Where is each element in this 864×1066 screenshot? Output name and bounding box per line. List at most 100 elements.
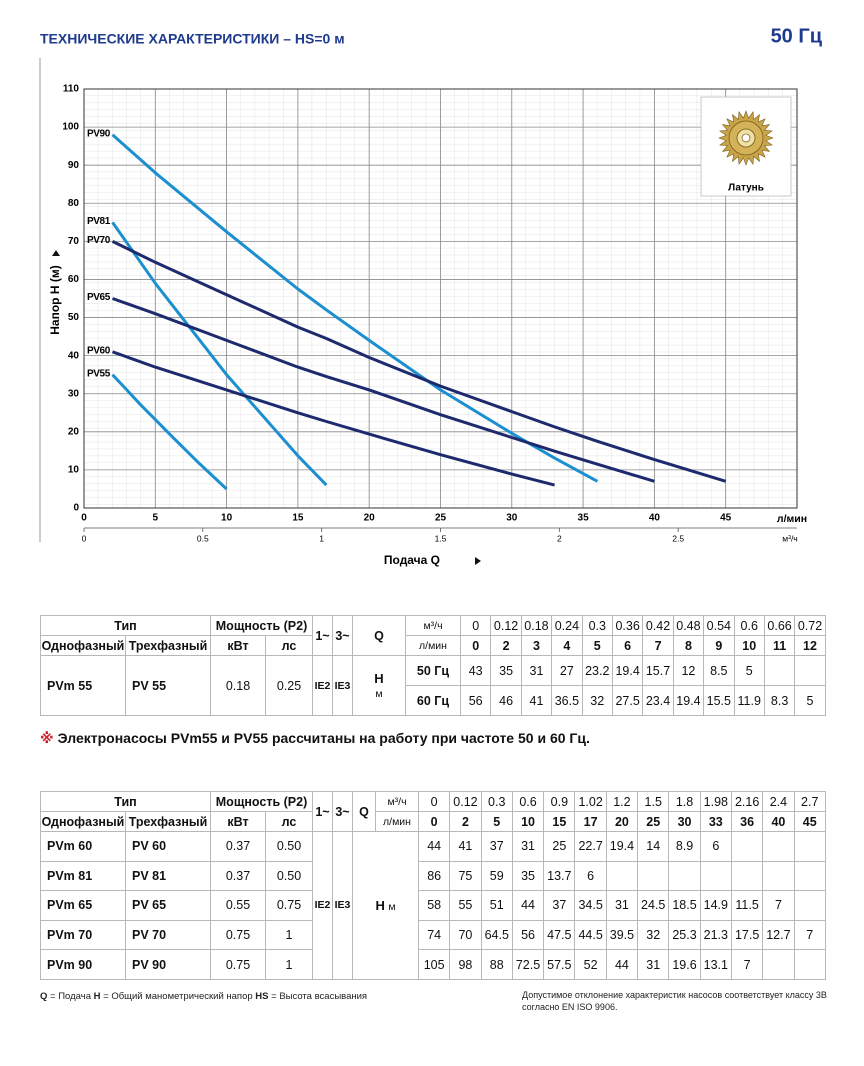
flow-lmin: 9 (703, 635, 735, 656)
head-value: 46 (490, 685, 522, 716)
head-value: 25 (543, 831, 576, 862)
head-value: 32 (581, 685, 613, 716)
head-value: 41 (520, 685, 553, 716)
model-single-phase: PVm 65 (40, 890, 126, 921)
head-value (762, 949, 795, 980)
single-phase-header: Однофазный (40, 811, 126, 832)
y-tick-label: 60 (68, 274, 80, 285)
head-value: 31 (637, 949, 670, 980)
frequency: 50 Гц (405, 655, 461, 686)
curve (111, 373, 228, 491)
hp-header: лс (265, 635, 313, 656)
type-header: Тип (40, 791, 211, 812)
x-tick-label: 5 (153, 513, 159, 524)
x-tick-label: 45 (720, 513, 732, 524)
head-value: 27 (551, 655, 583, 686)
head-value: 5 (733, 655, 765, 686)
flow-lmin: 7 (642, 635, 674, 656)
power-hp: 1 (265, 919, 313, 951)
head-value (763, 655, 796, 686)
power-kw: 0.55 (210, 890, 266, 921)
flow-m3h: 0.6 (511, 791, 545, 812)
abbreviation-text: = Общий манометрический напор (103, 991, 253, 1002)
flow-lmin: 5 (581, 635, 613, 656)
flow-lmin: 5 (480, 811, 513, 832)
head-value: 36.5 (551, 685, 583, 716)
y-tick-label: 50 (68, 312, 80, 323)
flow-lmin: 20 (605, 811, 639, 832)
head-value (793, 890, 826, 921)
head-value: 15.5 (703, 685, 735, 716)
curve-label: PV81 (87, 216, 111, 227)
head-value: 31 (605, 890, 639, 921)
head-unit: м (388, 900, 396, 913)
head-value: 44 (511, 890, 545, 921)
model-single-phase: PVm 90 (40, 949, 126, 980)
head-value: 21.3 (699, 919, 732, 951)
head-value: 72.5 (511, 949, 545, 980)
head-value: 88 (480, 949, 513, 980)
head-value: 25.3 (668, 919, 701, 951)
flow-lmin: 6 (611, 635, 644, 656)
unit-header: л/мин (375, 811, 419, 832)
head-value: 8.5 (703, 655, 735, 686)
head-value: 24.5 (637, 890, 670, 921)
flow-lmin: 2 (490, 635, 522, 656)
flow-m3h: 1.8 (668, 791, 701, 812)
x-tick-label: 30 (506, 513, 518, 524)
unit-header: л/мин (405, 635, 461, 656)
q-header: Q (352, 615, 406, 656)
head-value: 7 (762, 890, 795, 921)
model-single-phase: PVm 81 (40, 860, 126, 892)
efficiency-class: IE2 (312, 655, 333, 716)
head-value: 35 (490, 655, 522, 686)
model-single-phase: PVm 70 (40, 919, 126, 951)
head-value: 44 (605, 949, 639, 980)
head-value: 32 (637, 919, 670, 951)
head-value: 59 (480, 860, 513, 892)
head-value: 47.5 (543, 919, 576, 951)
head-value: 51 (480, 890, 513, 921)
curve (111, 297, 655, 483)
head-value (699, 860, 732, 892)
head-value: 19.4 (611, 655, 644, 686)
flow-m3h: 1.5 (637, 791, 670, 812)
head-value (793, 860, 826, 892)
x-tick-label: 25 (435, 513, 447, 524)
flow-lmin: 8 (672, 635, 705, 656)
x-tick-label: 20 (364, 513, 376, 524)
abbreviation-text: = Высота всасывания (271, 991, 368, 1002)
head-value: 11.5 (730, 890, 764, 921)
plot-frame (83, 88, 798, 509)
head-value: 75 (449, 860, 482, 892)
model-three-phase: PV 70 (125, 919, 211, 951)
head-value: 13.7 (543, 860, 576, 892)
model-three-phase: PV 65 (125, 890, 211, 921)
flow-lmin: 17 (574, 811, 607, 832)
y-axis-title: Напор H (м) (48, 265, 62, 334)
head-value: 8.9 (668, 831, 701, 862)
three-phase-header: Трехфазный (125, 811, 211, 832)
head-value: 74 (417, 919, 451, 951)
flow-m3h: 1.02 (574, 791, 607, 812)
head-value: 19.6 (668, 949, 701, 980)
y-tick-label: 40 (68, 350, 80, 361)
head-value (793, 831, 826, 862)
x-tick-label: 0 (81, 513, 87, 524)
flow-lmin: 11 (763, 635, 796, 656)
flow-lmin: 15 (543, 811, 576, 832)
phase-header: 3~ (332, 615, 353, 656)
flow-lmin: 4 (551, 635, 583, 656)
flow-m3h: 0.3 (581, 615, 613, 636)
head-value: 18.5 (668, 890, 701, 921)
note-text: Электронасосы PVm55 и PV55 рассчитаны на… (57, 730, 590, 746)
x-tick-label: 40 (649, 513, 661, 524)
y-tick-label: 100 (62, 122, 79, 133)
head-value: 12 (672, 655, 705, 686)
note-mark: ※ (40, 730, 54, 746)
abbreviations: Q = Подача H = Общий манометрический нап… (40, 991, 367, 1002)
head-value: 6 (574, 860, 607, 892)
model-three-phase: PV 60 (125, 831, 211, 862)
head-value: 86 (417, 860, 451, 892)
head-value: 35 (511, 860, 545, 892)
